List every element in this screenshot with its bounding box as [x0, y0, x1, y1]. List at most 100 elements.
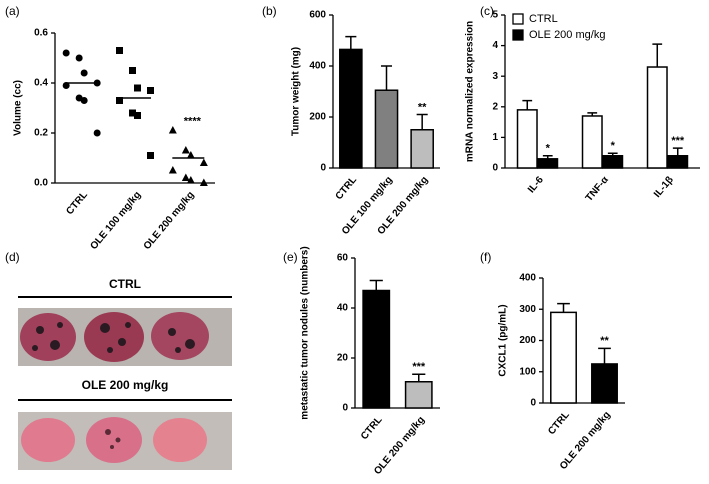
significance: *	[611, 140, 616, 152]
x-tick-label: OLE 200 mg/kg	[142, 190, 197, 252]
y-tick-label: 400	[309, 61, 326, 72]
y-tick-label: 40	[337, 303, 349, 314]
panel-label: (f)	[480, 250, 491, 264]
nodules	[105, 429, 121, 449]
group-label: CTRL	[109, 277, 141, 291]
significance: ****	[184, 115, 202, 127]
data-point	[80, 69, 88, 77]
y-axis-label: Volume (cc)	[13, 80, 24, 136]
y-tick-label: 400	[519, 273, 536, 284]
error-bar	[412, 373, 426, 382]
y-tick-label: 0.4	[34, 78, 48, 89]
x-tick-label: IL-1β	[652, 175, 676, 200]
lung	[151, 312, 209, 360]
x-tick-label: CTRL	[359, 415, 385, 443]
lung	[86, 417, 142, 463]
significance: **	[600, 335, 609, 347]
legend-swatch	[512, 29, 524, 41]
y-tick-label: 200	[309, 112, 326, 123]
y-tick-label: 200	[519, 335, 536, 346]
significance: ***	[412, 361, 426, 373]
y-tick-label: 60	[337, 253, 349, 264]
bar	[404, 381, 433, 409]
panel-label: (a)	[5, 4, 20, 18]
y-tick-label: 3	[492, 71, 498, 82]
y-axis-label: Tumor weight (mg)	[291, 47, 302, 136]
bar	[581, 115, 603, 169]
nodules	[32, 322, 195, 353]
y-tick-label: 4	[492, 40, 498, 51]
significance: ***	[671, 135, 685, 147]
data-point	[168, 166, 177, 174]
lung	[84, 312, 144, 362]
data-point	[129, 109, 136, 117]
x-tick-label: CTRL	[334, 175, 360, 203]
data-point	[181, 146, 190, 154]
bar	[339, 48, 363, 169]
data-point	[116, 97, 123, 104]
legend-label: CTRL	[529, 13, 558, 25]
panel-label: (b)	[262, 4, 277, 18]
bar	[362, 289, 391, 409]
data-point	[199, 158, 208, 166]
legend-label: OLE 200 mg/kg	[529, 29, 605, 41]
data-point	[181, 173, 190, 181]
group-label: OLE 200 mg/kg	[82, 378, 169, 392]
data-point	[75, 54, 83, 62]
bar	[537, 158, 559, 169]
lung	[153, 418, 207, 462]
data-point	[80, 97, 88, 104]
bar	[374, 89, 399, 169]
y-tick-label: 0	[530, 398, 536, 409]
data-point	[134, 84, 141, 92]
y-tick-label: 0	[320, 163, 326, 174]
data-point	[62, 49, 70, 57]
y-tick-label: 0.0	[34, 178, 48, 189]
lung	[21, 418, 75, 462]
significance: **	[418, 101, 427, 113]
error-bar	[652, 43, 663, 68]
y-tick-label: 2	[492, 101, 498, 112]
x-tick-label: IL-6	[526, 174, 546, 195]
legend-swatch	[512, 13, 524, 25]
error-bar	[369, 279, 383, 291]
data-point	[186, 151, 195, 159]
panel-label: (c)	[480, 4, 494, 18]
y-tick-label: 0	[492, 163, 498, 174]
y-axis-label: CXCL1 (pg/mL)	[498, 304, 509, 376]
y-axis-label: metastatic tumor nodules (numbers)	[300, 246, 311, 419]
data-point	[147, 152, 154, 159]
y-tick-label: 0.6	[34, 28, 48, 39]
y-tick-label: 1	[492, 132, 498, 143]
error-bar	[557, 302, 570, 313]
error-bar	[522, 99, 533, 110]
panel-label: (e)	[283, 250, 298, 264]
bar	[410, 129, 434, 169]
y-tick-label: 100	[519, 366, 536, 377]
data-point	[186, 176, 195, 184]
significance: *	[546, 143, 551, 155]
data-point	[147, 87, 154, 94]
bar	[667, 155, 689, 169]
photo-panel: (d) CTRL OLE 200 mg/kg	[5, 250, 232, 470]
y-tick-label: 0.2	[34, 128, 48, 139]
error-bar	[672, 147, 683, 156]
error-bar	[598, 347, 611, 364]
panel-label: (d)	[5, 250, 20, 264]
x-tick-label: TNF-α	[584, 174, 612, 204]
data-point	[134, 112, 141, 119]
y-tick-label: 20	[337, 353, 349, 364]
y-tick-label: 5	[492, 10, 498, 21]
bar	[602, 155, 624, 169]
lung	[20, 313, 76, 361]
data-point	[116, 47, 123, 54]
y-tick-label: 0	[342, 403, 348, 414]
x-tick-label: OLE 100 mg/kg	[88, 190, 143, 252]
data-point	[93, 129, 101, 137]
data-point	[168, 126, 177, 134]
bar	[646, 66, 668, 169]
bar	[550, 311, 577, 404]
x-tick-label: CTRL	[64, 190, 90, 218]
error-bar	[416, 113, 428, 130]
